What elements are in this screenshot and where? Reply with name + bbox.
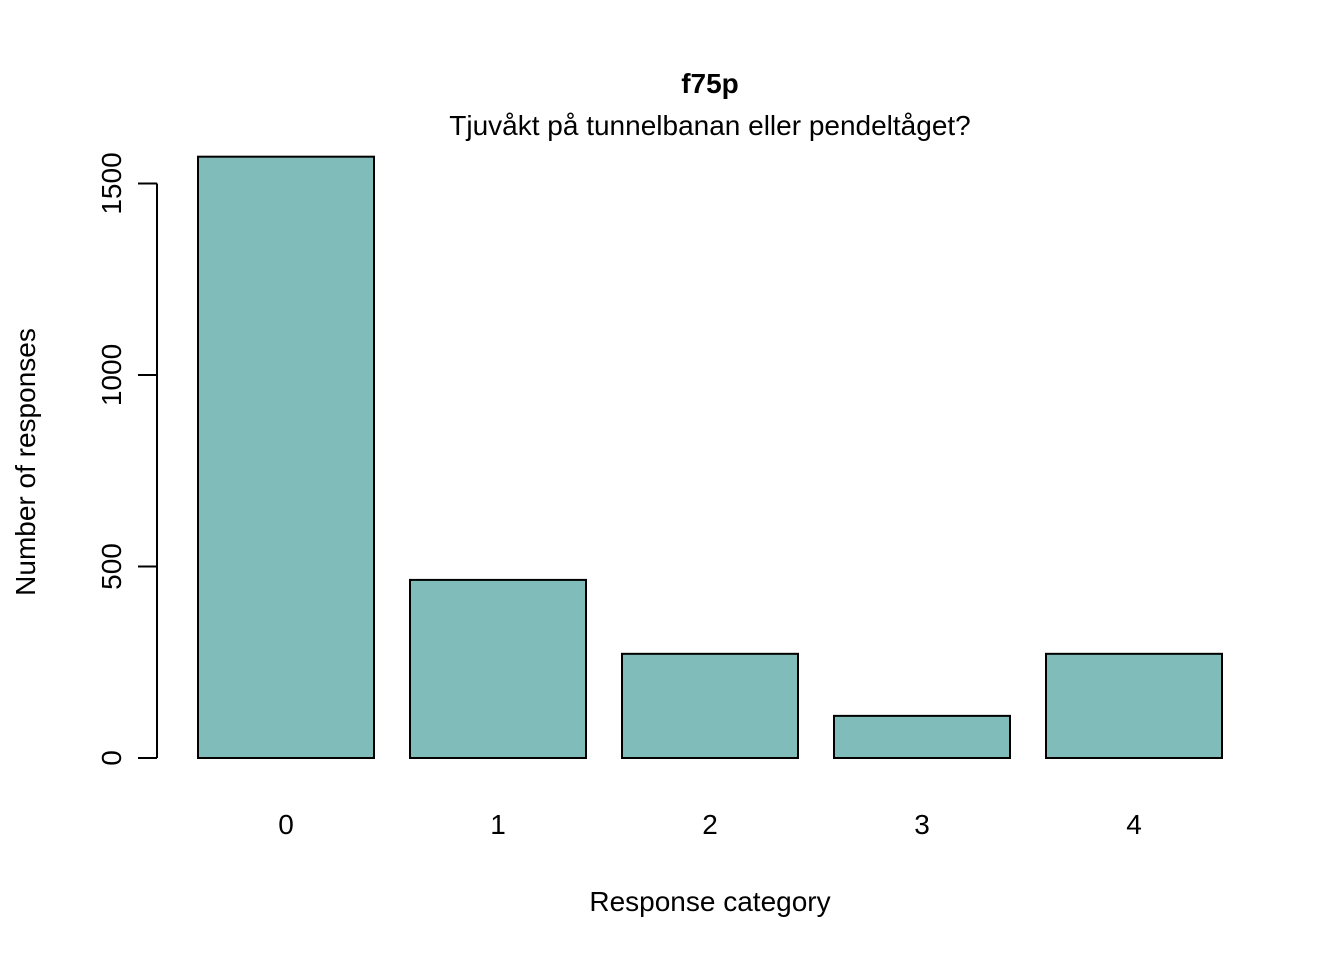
y-axis-label: Number of responses [10, 328, 41, 596]
x-tick-label: 1 [490, 809, 506, 840]
bar-4 [1045, 652, 1223, 759]
y-tick-label: 1000 [96, 344, 127, 406]
x-tick-labels: 0 1 2 3 4 [278, 809, 1142, 840]
y-tick-label: 0 [96, 750, 127, 766]
y-tick-label: 500 [96, 543, 127, 590]
bar-1 [409, 578, 587, 760]
y-axis: 0 500 1000 1500 [96, 152, 158, 766]
bars-group [197, 155, 1223, 760]
bar-2 [621, 652, 799, 759]
x-axis-label: Response category [589, 886, 830, 917]
y-tick-label: 1500 [96, 152, 127, 214]
x-tick-label: 0 [278, 809, 294, 840]
x-tick-label: 3 [914, 809, 930, 840]
bar-0 [197, 155, 375, 759]
x-tick-label: 2 [702, 809, 718, 840]
chart-subtitle: Tjuvåkt på tunnelbanan eller pendeltåget… [449, 110, 971, 141]
chart-title: f75p [681, 68, 739, 99]
x-tick-label: 4 [1126, 809, 1142, 840]
bar-3 [833, 714, 1011, 759]
